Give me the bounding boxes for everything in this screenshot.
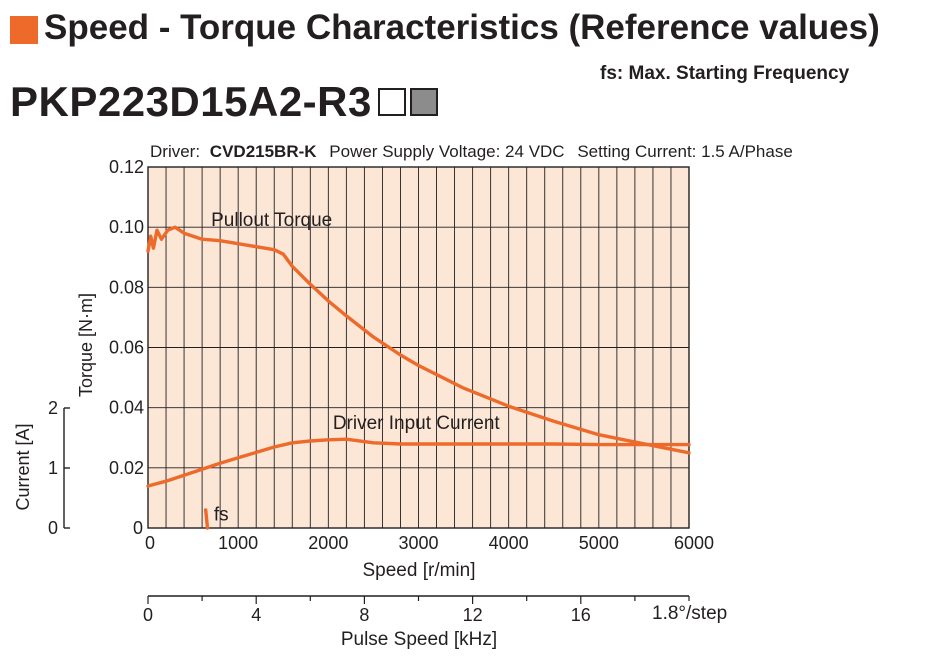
setting-current: Setting Current: 1.5 A/Phase (577, 142, 792, 161)
driver-model: CVD215BR-K (210, 142, 317, 161)
series-label: fs (214, 504, 229, 525)
step-angle-label: 1.8°/step (652, 603, 727, 624)
torque-axis-ticks: 0.02 0.04 0.06 0.08 0.10 0.12 0 (109, 157, 144, 538)
speed-tick-label: 1000 (218, 533, 258, 553)
torque-tick-label: 0.04 (109, 398, 144, 418)
pulse-tick-label: 8 (359, 605, 369, 625)
driver-label: Driver: (150, 142, 200, 161)
current-tick-label: 0 (48, 518, 58, 538)
pulse-tick-label: 16 (571, 605, 591, 625)
white-box-icon (377, 88, 406, 116)
speed-tick-label: 3000 (398, 533, 438, 553)
series-line-fs (204, 508, 210, 530)
speed-tick-label: 5000 (579, 533, 619, 553)
series-label: Driver Input Current (333, 413, 501, 434)
pulse-speed-axis-label: Pulse Speed [kHz] (341, 629, 497, 650)
fs-note: fs: Max. Starting Frequency (600, 63, 850, 84)
torque-tick-label: 0.10 (109, 217, 144, 237)
series-label: Pullout Torque (211, 210, 332, 231)
series-line-pullout-torque (146, 225, 691, 455)
torque-tick-label: 0.08 (109, 277, 144, 297)
supply-voltage: Power Supply Voltage: 24 VDC (329, 142, 564, 161)
header-orange-square (10, 16, 38, 44)
torque-tick-label: 0.02 (109, 458, 144, 478)
pulse-tick-label: 12 (463, 605, 483, 625)
speed-tick-label: 0 (145, 533, 155, 553)
current-tick-label: 1 (48, 458, 58, 478)
speed-axis-label: Speed [r/min] (363, 560, 476, 581)
pulse-tick-label: 4 (251, 605, 261, 625)
speed-tick-label: 6000 (674, 533, 714, 553)
torque-tick-label: 0.12 (109, 157, 144, 177)
model-row: PKP223D15A2-R3 (10, 78, 438, 126)
pulse-speed-axis: 0 4 8 12 16 (143, 595, 690, 625)
model-number: PKP223D15A2-R3 (10, 78, 372, 125)
grid-lines (148, 167, 689, 528)
current-axis-label: Current [A] (13, 423, 33, 510)
torque-tick-label: 0 (133, 518, 143, 538)
series-layer: Pullout Torque Driver Input Current fs (146, 210, 691, 530)
current-tick-label: 2 (48, 398, 58, 418)
series-line-driver-input-current (146, 437, 691, 488)
speed-tick-label: 4000 (489, 533, 529, 553)
speed-tick-label: 2000 (308, 533, 348, 553)
torque-tick-label: 0.06 (109, 338, 144, 358)
plot-border (147, 166, 690, 529)
current-axis: 0 1 2 (48, 398, 70, 538)
page-title: Speed - Torque Characteristics (Referenc… (44, 8, 880, 47)
pulse-tick-label: 0 (143, 605, 153, 625)
gray-box-icon (409, 88, 438, 116)
conditions-line: Driver: CVD215BR-K Power Supply Voltage:… (150, 142, 793, 161)
torque-axis-label: Torque [N·m] (76, 293, 96, 397)
speed-axis-ticks: 0 1000 2000 3000 4000 5000 6000 (145, 533, 714, 553)
